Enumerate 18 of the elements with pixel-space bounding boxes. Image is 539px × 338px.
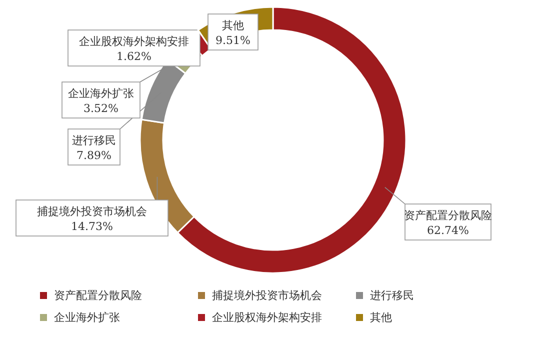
data-label: 3.52% xyxy=(84,102,118,115)
legend-label: 企业股权海外架构安排 xyxy=(212,311,322,324)
slice-label: 捕捉境外投资市场机会 xyxy=(37,205,147,218)
legend-label: 进行移民 xyxy=(370,289,414,302)
data-label: 7.89% xyxy=(76,149,112,162)
slice-label: 资产配置分散风险 xyxy=(404,209,492,222)
data-label: 1.62% xyxy=(116,50,152,63)
legend-label: 捕捉境外投资市场机会 xyxy=(212,289,322,302)
data-label: 14.73% xyxy=(71,220,113,233)
slice-label: 企业海外扩张 xyxy=(68,87,134,100)
legend-label: 资产配置分散风险 xyxy=(54,289,142,302)
data-label: 62.74% xyxy=(427,224,469,237)
legend-label: 企业海外扩张 xyxy=(54,311,120,324)
legend-label: 其他 xyxy=(370,311,392,324)
slice-label: 进行移民 xyxy=(72,134,116,147)
slice-label: 其他 xyxy=(222,19,244,32)
data-label: 9.51% xyxy=(216,34,250,47)
slice-label: 企业股权海外架构安排 xyxy=(79,35,189,48)
